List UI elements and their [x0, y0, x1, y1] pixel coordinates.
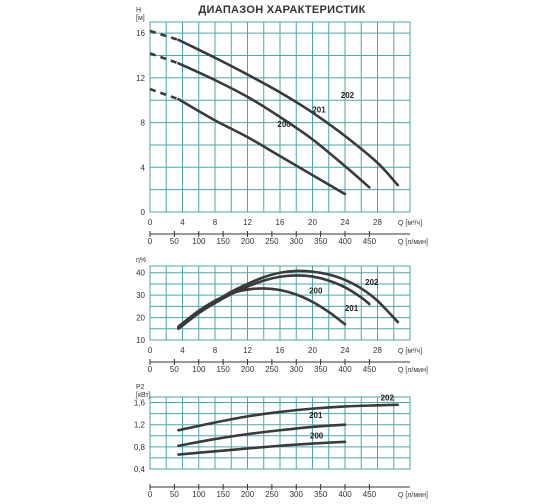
secondary-x-tick-label: 150: [216, 365, 230, 374]
y-tick-label: 8: [141, 119, 146, 128]
secondary-x-tick-label: 250: [265, 365, 279, 374]
secondary-x-tick-label: 300: [290, 365, 304, 374]
chart-panel-2: 0,4 0,8 1,2 1,6 P2[кВт] 0 50 100 150 200 250 300 350…: [134, 384, 428, 499]
y-tick-label: 20: [136, 314, 145, 323]
series-202-label: 202: [365, 278, 379, 287]
series-201-label: 201: [345, 304, 359, 313]
y-axis-label: H: [136, 7, 141, 14]
series-201-label: 201: [309, 411, 323, 420]
plot-frame: [149, 21, 411, 213]
figure-title: ДИАПАЗОН ХАРАКТЕРИСТИК: [198, 4, 365, 16]
y-tick-label: 30: [136, 291, 145, 300]
secondary-x-tick-label: 350: [314, 490, 328, 499]
x-tick-label: 4: [180, 218, 185, 227]
secondary-x-tick-label: 50: [170, 237, 179, 246]
secondary-x-tick-label: 200: [241, 237, 255, 246]
secondary-x-tick-label: 100: [192, 237, 206, 246]
y-tick-label: 0,4: [134, 465, 146, 474]
x-tick-label: 20: [308, 346, 317, 355]
series-200-line: [177, 97, 347, 196]
series-202-line: [177, 38, 400, 187]
plot-frame: [149, 396, 411, 470]
secondary-x-tick-label: 450: [363, 365, 377, 374]
series-200-label: 200: [310, 432, 324, 441]
secondary-x-axis-label: Q [л/мин]: [398, 239, 428, 246]
series-200-line: [177, 440, 347, 456]
series-200-line: [177, 287, 347, 328]
x-tick-label: 12: [243, 346, 252, 355]
x-tick-label: 4: [180, 346, 185, 355]
secondary-x-tick-label: 0: [148, 490, 153, 499]
x-tick-label: 8: [213, 218, 218, 227]
y-axis-unit: [м]: [136, 15, 145, 22]
y-axis-unit: [кВт]: [136, 392, 151, 399]
secondary-x-tick-label: 100: [192, 490, 206, 499]
secondary-x-tick-label: 400: [338, 365, 352, 374]
y-tick-label: 10: [136, 336, 145, 345]
secondary-x-tick-label: 100: [192, 365, 206, 374]
series-201-extrapolated: [149, 52, 179, 65]
y-axis-label: P2: [136, 384, 145, 391]
x-tick-label: 0: [148, 346, 153, 355]
x-tick-label: 24: [341, 346, 350, 355]
y-tick-label: 4: [141, 163, 146, 172]
y-axis-label: η%: [136, 257, 146, 264]
y-tick-label: 12: [136, 74, 145, 83]
secondary-x-tick-label: 400: [338, 490, 352, 499]
y-tick-label: 40: [136, 269, 145, 278]
x-tick-label: 28: [373, 218, 382, 227]
x-tick-label: 8: [213, 346, 218, 355]
series-200-extrapolated: [149, 87, 179, 101]
series-202-label: 202: [341, 91, 355, 100]
x-tick-label: 16: [276, 218, 285, 227]
x-tick-label: 20: [308, 218, 317, 227]
chart-panel-1: 10 20 30 40 η% 0 4 8 12 16 20 24 28 Q [м³/ч] 0 50 100 150…: [136, 257, 428, 374]
secondary-x-tick-label: 150: [216, 490, 230, 499]
series-201-label: 201: [312, 106, 326, 115]
x-tick-label: 24: [341, 218, 350, 227]
series-202-line: [177, 403, 400, 432]
secondary-x-tick-label: 200: [241, 490, 255, 499]
x-axis-label: Q [м³/ч]: [398, 348, 422, 355]
x-tick-label: 28: [373, 346, 382, 355]
series-200-label: 200: [277, 120, 291, 129]
y-tick-label: 1,6: [134, 399, 146, 408]
x-tick-label: 0: [148, 218, 153, 227]
series-202-extrapolated: [149, 29, 179, 42]
secondary-x-tick-label: 200: [241, 365, 255, 374]
x-axis-label: Q [м³/ч]: [398, 220, 422, 227]
series-200-label: 200: [309, 287, 323, 296]
secondary-x-tick-label: 150: [216, 237, 230, 246]
y-tick-label: 0: [141, 208, 146, 217]
plot-frame: [149, 265, 411, 341]
grid: [149, 397, 411, 470]
secondary-x-tick-label: 0: [148, 237, 153, 246]
secondary-x-tick-label: 350: [314, 237, 328, 246]
y-tick-label: 0,8: [134, 443, 146, 452]
secondary-x-tick-label: 250: [265, 490, 279, 499]
secondary-x-tick-label: 450: [363, 490, 377, 499]
secondary-x-tick-label: 450: [363, 237, 377, 246]
secondary-x-tick-label: 0: [148, 365, 153, 374]
x-tick-label: 12: [243, 218, 252, 227]
secondary-x-tick-label: 50: [170, 365, 179, 374]
series-201-line: [177, 62, 371, 189]
series-202-label: 202: [381, 393, 395, 402]
secondary-x-tick-label: 300: [290, 490, 304, 499]
y-tick-label: 1,2: [134, 421, 146, 430]
secondary-x-tick-label: 300: [290, 237, 304, 246]
secondary-x-tick-label: 400: [338, 237, 352, 246]
secondary-x-axis-label: Q [л/мин]: [398, 492, 428, 499]
y-tick-label: 16: [136, 29, 145, 38]
series-202-line: [177, 269, 400, 331]
secondary-x-tick-label: 50: [170, 490, 179, 499]
secondary-x-axis-label: Q [л/мин]: [398, 367, 428, 374]
chart-panel-0: 0 4 8 12 16 H[м] 0 4 8 12 16 20 24 28 Q [м³/ч] 0 50 100 15…: [136, 7, 428, 246]
x-tick-label: 16: [276, 346, 285, 355]
secondary-x-tick-label: 350: [314, 365, 328, 374]
secondary-x-tick-label: 250: [265, 237, 279, 246]
series-201-line: [177, 423, 347, 448]
